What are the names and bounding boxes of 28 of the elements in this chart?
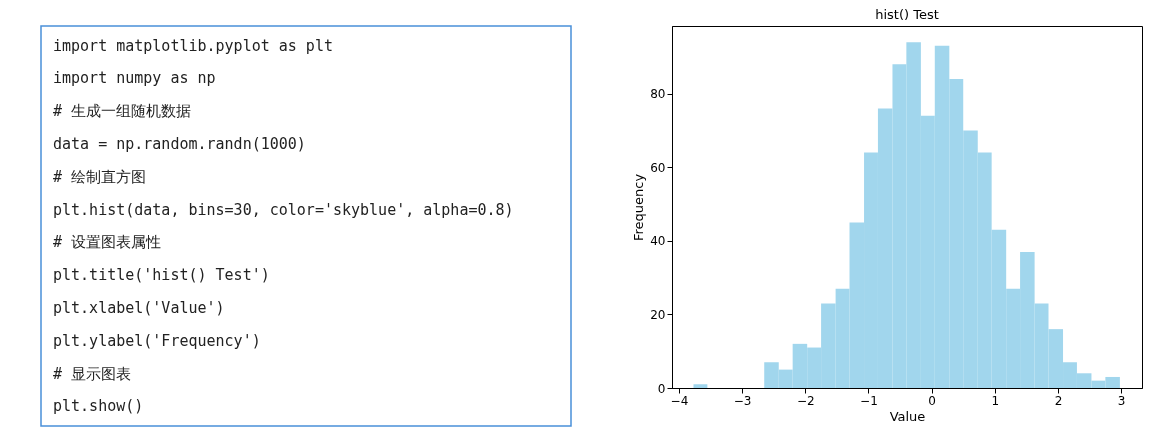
x-tick-label: 2 — [1054, 393, 1063, 408]
x-tick-label: 1 — [991, 393, 1000, 408]
text: # 生成一组随机数据 — [53, 102, 192, 121]
text: # 绘制直方图 — [53, 167, 147, 186]
x-tick-label: 3 — [1117, 393, 1126, 408]
x-tick-label: −4 — [670, 393, 689, 408]
x-axis-title: Value — [889, 408, 926, 424]
y-tick-label: 80 — [650, 87, 666, 102]
y-axis-title: Frequency — [631, 173, 647, 242]
text: plt.show() — [53, 397, 144, 416]
x-tick-label: −2 — [796, 393, 815, 408]
y-tick-label: 0 — [657, 381, 666, 396]
x-tick-label: −1 — [860, 393, 878, 408]
y-tick-label: 60 — [650, 160, 666, 175]
y-tick-label: 20 — [650, 307, 666, 322]
chart-title: hist() Test — [875, 7, 939, 22]
text: plt.title('hist() Test') — [53, 266, 270, 285]
text: import matplotlib.pyplot as plt — [53, 36, 333, 55]
text: # 显示图表 — [53, 364, 132, 383]
text: plt.ylabel('Frequency') — [53, 331, 261, 350]
text: import numpy as np — [53, 69, 216, 88]
y-tick-label: 40 — [650, 234, 666, 249]
text: # 设置图表属性 — [53, 233, 162, 252]
text: plt.xlabel('Value') — [53, 298, 225, 317]
x-tick-label: −3 — [733, 393, 752, 408]
text: data = np.random.randn(1000) — [53, 135, 306, 154]
x-tick-label: 0 — [928, 393, 936, 408]
text: plt.hist(data, bins=30, color='skyblue', alpha=0.8) — [53, 200, 514, 219]
